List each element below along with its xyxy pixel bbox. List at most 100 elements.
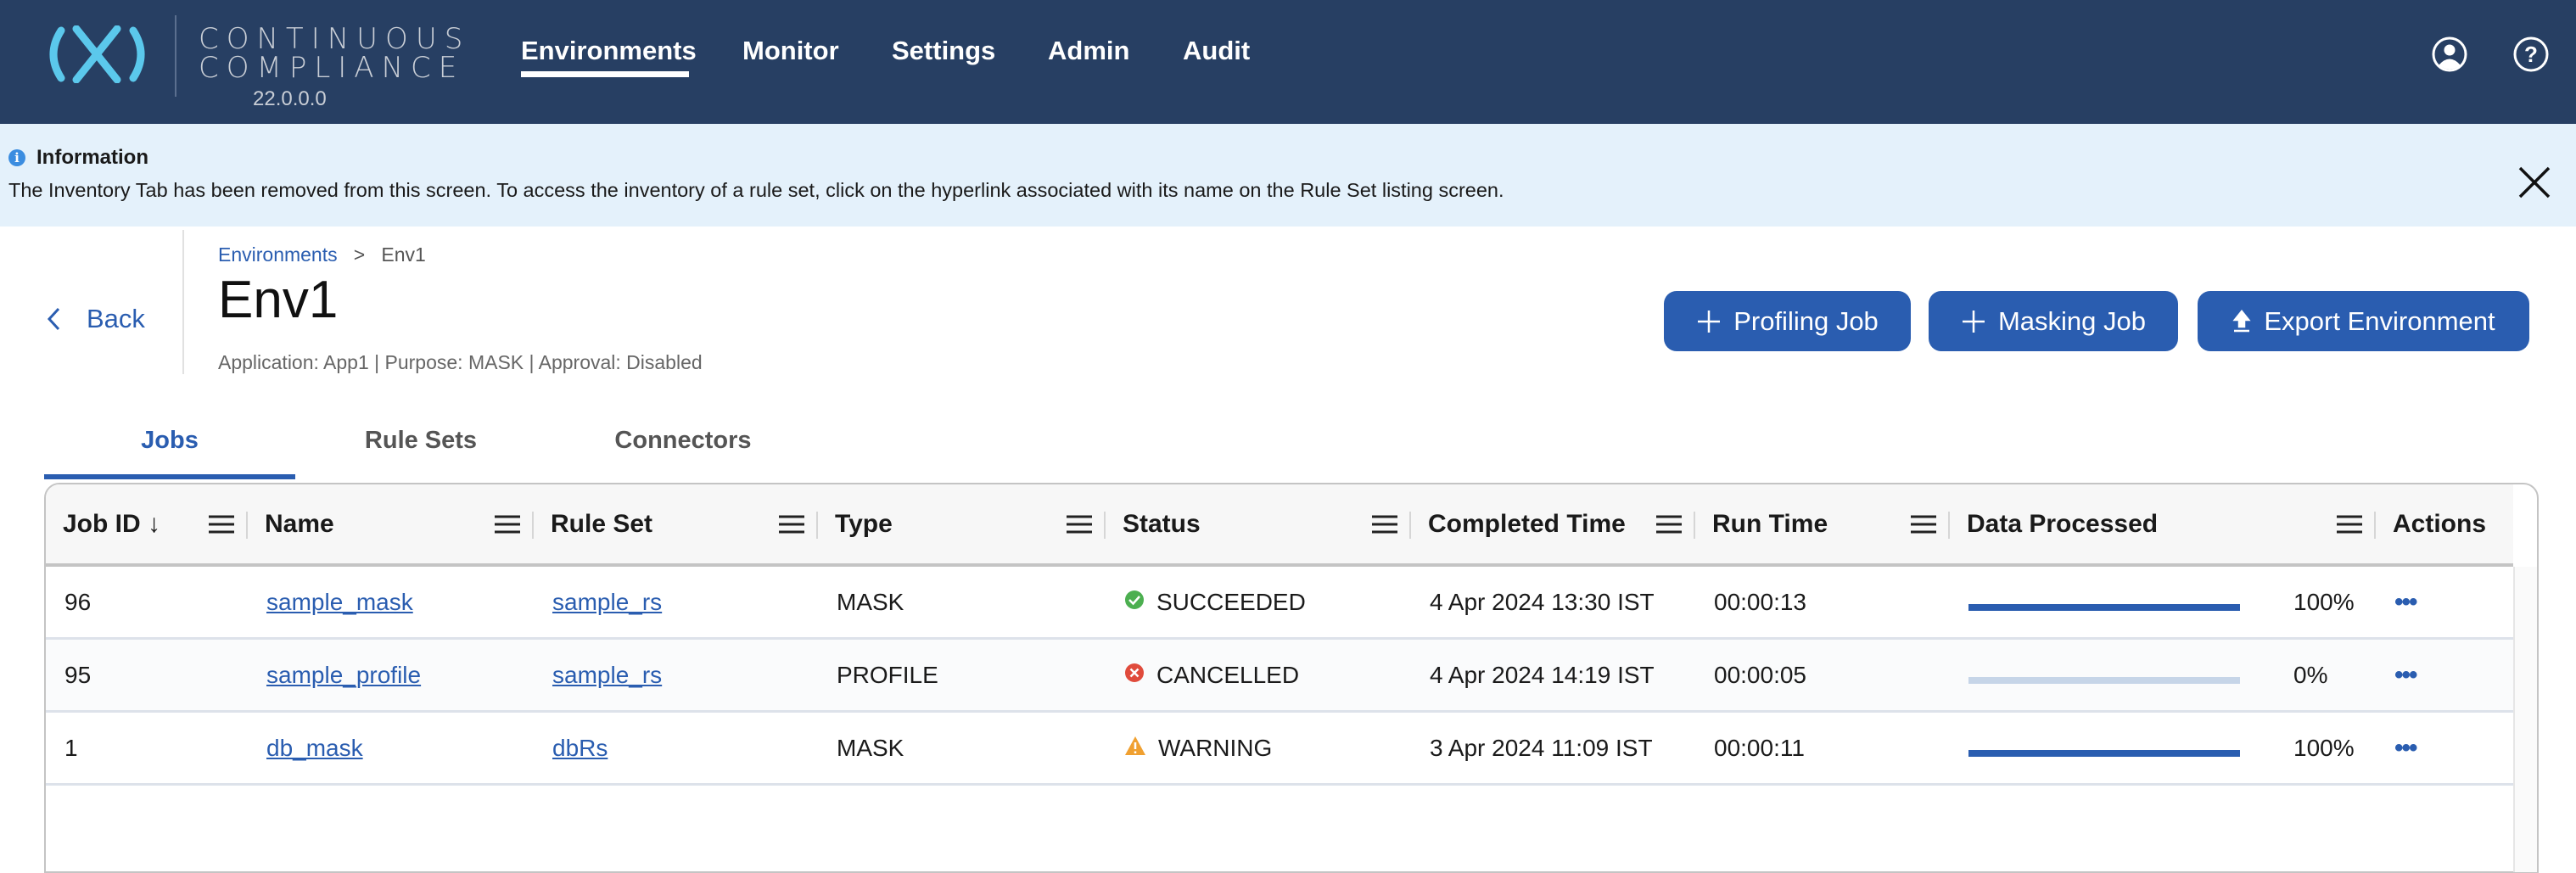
warning-icon: [1124, 735, 1146, 762]
plus-icon: [1698, 310, 1721, 333]
breadcrumb-separator: >: [353, 243, 366, 266]
nav-settings[interactable]: Settings: [892, 36, 996, 65]
table-body: 96 sample_mask sample_rs MASK SUCCEEDED …: [46, 567, 2537, 786]
column-type[interactable]: Type: [818, 484, 1106, 563]
completed-time-cell: 4 Apr 2024 13:30 IST: [1430, 588, 1655, 615]
column-label: Type: [835, 509, 893, 538]
job-type-cell: MASK: [837, 588, 904, 615]
progress-bar: [1968, 603, 2240, 611]
progress-percent: 100%: [2293, 734, 2355, 761]
run-time-cell: 00:00:13: [1714, 588, 1806, 615]
column-label: Status: [1123, 509, 1201, 538]
job-type-cell: PROFILE: [837, 661, 938, 688]
column-separator[interactable]: [1948, 512, 1950, 539]
rule-set-link[interactable]: sample_rs: [552, 588, 663, 615]
completed-time-cell: 4 Apr 2024 14:19 IST: [1430, 661, 1655, 688]
column-run-time[interactable]: Run Time: [1695, 484, 1950, 563]
column-rule-set[interactable]: Rule Set: [534, 484, 818, 563]
column-job-id[interactable]: Job ID ↓: [46, 484, 248, 563]
column-menu-icon[interactable]: [779, 515, 804, 534]
job-id-cell: 96: [64, 588, 92, 615]
progress-fill: [1968, 749, 2240, 757]
version-label: 22.0.0.0: [253, 87, 327, 110]
profiling-job-button[interactable]: Profiling Job: [1664, 291, 1911, 351]
tab-jobs[interactable]: Jobs: [141, 427, 199, 454]
column-status[interactable]: Status: [1106, 484, 1411, 563]
rule-set-link[interactable]: sample_rs: [552, 661, 663, 688]
back-button[interactable]: Back: [46, 304, 145, 334]
jobs-table: Job ID ↓ Name Rule Set Type Status Compl…: [44, 483, 2539, 873]
banner-message: The Inventory Tab has been removed from …: [8, 179, 1504, 201]
column-menu-icon[interactable]: [1372, 515, 1397, 534]
x-circle-icon: [1124, 662, 1145, 689]
more-actions-icon[interactable]: •••: [2394, 733, 2417, 762]
table-header: Job ID ↓ Name Rule Set Type Status Compl…: [46, 484, 2513, 567]
more-actions-icon[interactable]: •••: [2394, 660, 2417, 689]
column-actions: Actions: [2376, 484, 2505, 563]
column-separator[interactable]: [2374, 512, 2376, 539]
masking-job-button[interactable]: Masking Job: [1929, 291, 2178, 351]
sort-descending-icon[interactable]: ↓: [148, 509, 161, 538]
job-id-cell: 95: [64, 661, 92, 688]
data-processed-cell: 0%: [1950, 640, 2376, 710]
job-id-cell: 1: [64, 734, 78, 761]
status-cell: CANCELLED: [1106, 662, 1411, 689]
status-label: SUCCEEDED: [1156, 588, 1306, 615]
column-label: Completed Time: [1428, 509, 1626, 538]
progress-bar: [1968, 749, 2240, 757]
more-actions-icon[interactable]: •••: [2394, 587, 2417, 616]
status-cell: WARNING: [1106, 735, 1411, 762]
column-menu-icon[interactable]: [495, 515, 520, 534]
close-icon[interactable]: [2517, 165, 2552, 200]
column-label: Rule Set: [551, 509, 653, 538]
column-completed-time[interactable]: Completed Time: [1411, 484, 1695, 563]
nav-audit[interactable]: Audit: [1183, 36, 1251, 65]
brand-name-line2: COMPLIANCE: [199, 51, 465, 85]
tab-connectors[interactable]: Connectors: [614, 427, 752, 454]
column-separator[interactable]: [246, 512, 248, 539]
user-icon[interactable]: [2431, 36, 2468, 73]
export-environment-button[interactable]: Export Environment: [2198, 291, 2529, 351]
job-name-link[interactable]: db_mask: [266, 734, 363, 761]
chevron-left-icon: [47, 307, 60, 331]
top-navigation-bar: [0, 0, 2576, 124]
environment-details: Application: App1 | Purpose: MASK | Appr…: [218, 351, 703, 373]
plus-icon: [1962, 310, 1985, 333]
column-separator[interactable]: [1409, 512, 1411, 539]
column-data-processed[interactable]: Data Processed: [1950, 484, 2376, 563]
job-type-cell: MASK: [837, 734, 904, 761]
column-label: Actions: [2393, 509, 2487, 538]
column-menu-icon[interactable]: [1067, 515, 1092, 534]
nav-monitor[interactable]: Monitor: [742, 36, 839, 65]
help-icon[interactable]: ?: [2512, 36, 2550, 73]
job-name-link[interactable]: sample_mask: [266, 588, 413, 615]
masking-job-label: Masking Job: [1997, 305, 2147, 336]
svg-text:?: ?: [2524, 42, 2538, 67]
progress-bar: [1968, 676, 2240, 684]
progress-fill: [1968, 603, 2240, 611]
tab-rule-sets[interactable]: Rule Sets: [364, 427, 478, 454]
status-label: CANCELLED: [1156, 661, 1300, 688]
column-menu-icon[interactable]: [1911, 515, 1936, 534]
info-icon: i: [8, 149, 25, 166]
column-menu-icon[interactable]: [209, 515, 234, 534]
column-menu-icon[interactable]: [1656, 515, 1682, 534]
vertical-scrollbar[interactable]: [2513, 567, 2537, 872]
nav-admin[interactable]: Admin: [1048, 36, 1130, 65]
completed-time-cell: 3 Apr 2024 11:09 IST: [1430, 734, 1653, 761]
rule-set-link[interactable]: dbRs: [552, 734, 608, 761]
column-separator[interactable]: [532, 512, 534, 539]
column-separator[interactable]: [1694, 512, 1695, 539]
column-separator[interactable]: [1104, 512, 1106, 539]
breadcrumb-environments[interactable]: Environments: [218, 243, 338, 266]
column-label: Run Time: [1712, 509, 1828, 538]
job-name-link[interactable]: sample_profile: [266, 661, 422, 688]
column-label: Job ID: [63, 509, 141, 538]
nav-environments[interactable]: Environments: [521, 36, 697, 65]
column-separator[interactable]: [816, 512, 818, 539]
column-menu-icon[interactable]: [2337, 515, 2362, 534]
status-label: WARNING: [1158, 734, 1273, 761]
column-label: Data Processed: [1967, 509, 2159, 538]
status-cell: SUCCEEDED: [1106, 589, 1411, 616]
column-name[interactable]: Name: [248, 484, 534, 563]
